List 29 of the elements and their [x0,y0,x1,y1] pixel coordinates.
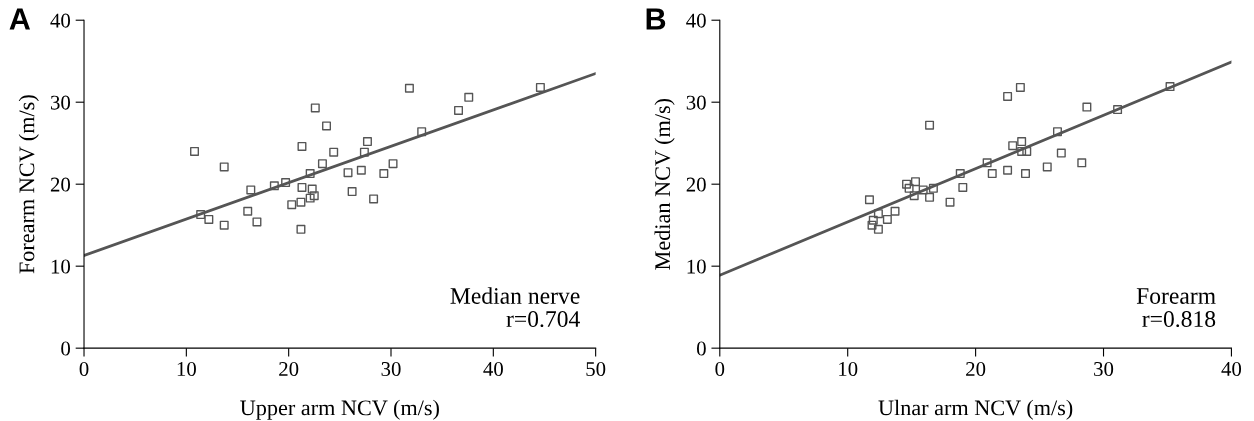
y-tick-label: 40 [50,13,71,28]
y-axis-title: Median NCV (m/s) [654,98,675,270]
text: A [9,8,31,30]
y-tick-label: 30 [686,95,706,110]
text: B [646,8,666,30]
x-tick-label: 10 [177,361,196,377]
x-tick-label: 10 [839,361,858,377]
x-axis-title: Ulnar arm NCV (m/s) [878,399,1073,420]
x-tick-label: 40 [483,361,503,377]
y-tick-label: 0 [61,341,71,356]
y-axis-title: Forearm NCV (m/s) [18,95,39,274]
x-tick-label: 0 [79,361,89,377]
x-tick-label: 20 [279,361,299,377]
x-tick-label: 40 [1221,361,1242,377]
y-tick-label: 20 [686,177,706,192]
x-tick-label: 30 [381,361,401,377]
x-tick-label: 20 [966,361,986,377]
y-tick-label: 10 [687,259,706,274]
annotation: Forearm r=0.818 [1136,288,1216,328]
x-axis-title: Upper arm NCV (m/s) [240,399,439,420]
x-tick-label: 50 [586,361,606,377]
y-tick-label: 30 [50,95,71,110]
y-tick-label: 40 [686,13,706,28]
y-tick-label: 20 [50,177,71,192]
y-tick-label: 0 [696,341,706,356]
annotation: Median nerve r=0.704 [450,287,580,328]
y-tick-label: 10 [51,259,71,274]
x-tick-label: 0 [715,361,725,377]
x-tick-label: 30 [1094,361,1114,377]
